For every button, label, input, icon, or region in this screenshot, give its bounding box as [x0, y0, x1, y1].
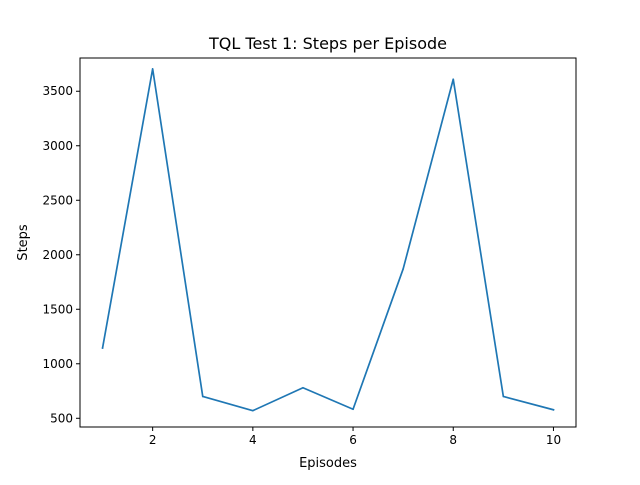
series-layer: [101, 68, 555, 412]
y-tick-label: 3000: [42, 139, 73, 153]
data-point: [402, 268, 404, 270]
ticks-layer: 2 4 6 8 10 500 1000 1500 2000 2500 3000 3500: [42, 84, 561, 447]
data-point: [352, 408, 354, 411]
axes-frame: [79, 57, 577, 428]
x-axis-label: Episodes: [299, 456, 357, 471]
chart-title: TQL Test 1: Steps per Episode: [208, 34, 447, 53]
data-point: [101, 347, 104, 349]
y-tick-label: 1000: [42, 357, 73, 371]
data-point: [552, 408, 555, 411]
y-tick-label: 2500: [42, 193, 73, 207]
x-tick-label: 4: [249, 433, 257, 447]
data-point: [151, 68, 154, 70]
y-tick-label: 2000: [42, 248, 73, 262]
y-tick-label: 1500: [42, 302, 73, 316]
y-axis-label: Steps: [16, 224, 31, 261]
data-point: [502, 395, 505, 398]
x-tick-label: 2: [149, 433, 157, 447]
y-tick-label: 3500: [42, 84, 73, 98]
x-tick-label: 8: [449, 433, 457, 447]
data-point: [252, 409, 254, 412]
data-point: [302, 386, 304, 389]
data-point: [201, 395, 204, 398]
plot-area: [80, 58, 576, 427]
x-tick-label: 10: [546, 433, 561, 447]
series-line: [101, 68, 555, 412]
data-point: [452, 78, 455, 81]
y-tick-label: 500: [50, 411, 73, 425]
x-tick-label: 6: [349, 433, 357, 447]
